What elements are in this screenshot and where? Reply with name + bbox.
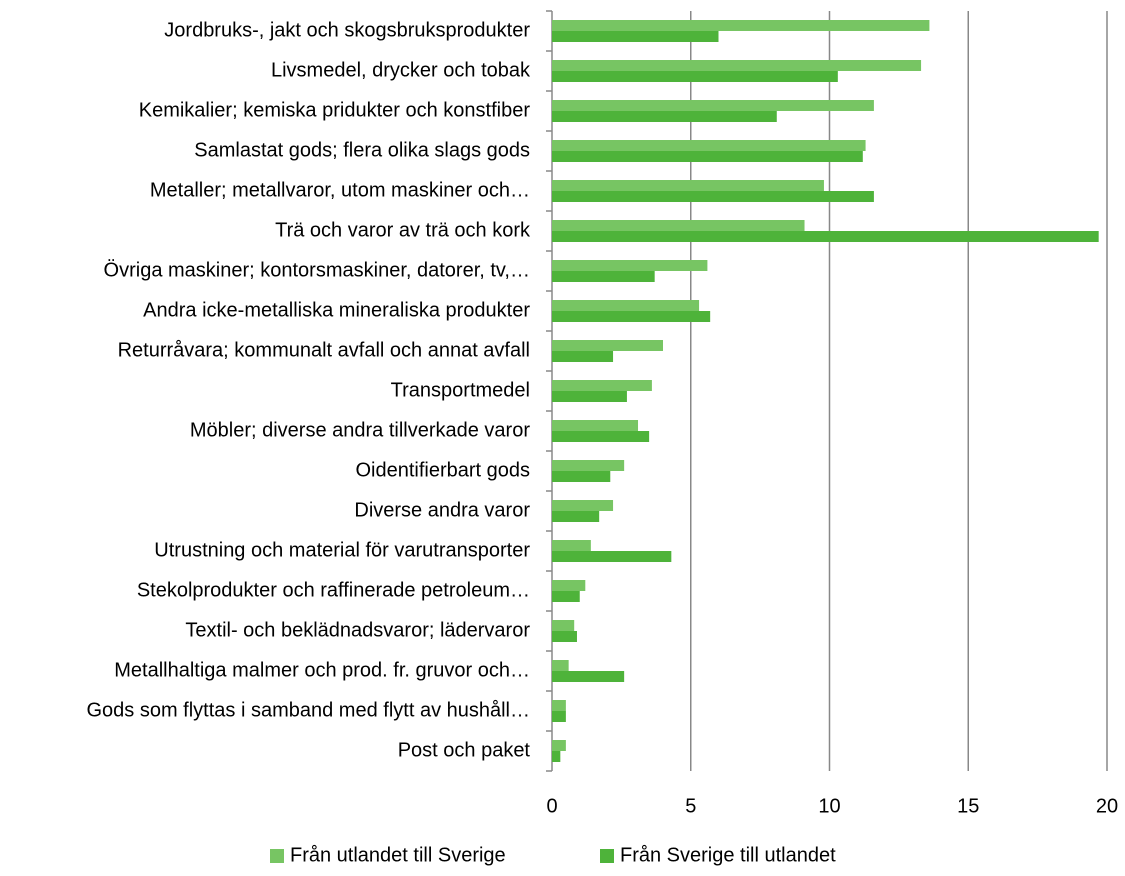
bar — [552, 111, 777, 122]
y-tick-label: Övriga maskiner; kontorsmaskiner, datore… — [104, 259, 530, 281]
y-tick-label: Textil- och beklädnadsvaror; lädervaror — [185, 619, 530, 641]
bar — [552, 311, 711, 322]
bar — [552, 580, 586, 591]
y-tick-label: Oidentifierbart gods — [355, 459, 530, 481]
bar — [552, 351, 614, 362]
y-tick-label: Transportmedel — [391, 379, 530, 401]
y-tick-label: Jordbruks-, jakt och skogsbruksprodukter — [164, 19, 530, 41]
y-tick-label: Stekolprodukter och raffinerade petroleu… — [137, 579, 530, 601]
y-tick-label: Returråvara; kommunalt avfall och annat … — [118, 339, 530, 361]
bar — [552, 191, 874, 202]
legend-label: Från Sverige till utlandet — [620, 844, 836, 866]
bar — [552, 420, 639, 431]
bar — [552, 271, 655, 282]
y-tick-label: Möbler; diverse andra tillverkade varor — [190, 419, 530, 441]
bar — [552, 511, 600, 522]
y-tick-label: Diverse andra varor — [354, 499, 530, 521]
bar — [552, 31, 719, 42]
bar — [552, 20, 930, 31]
y-tick-label: Andra icke-metalliska mineraliska produk… — [143, 299, 530, 321]
x-tick-label: 5 — [685, 795, 696, 817]
bar — [552, 340, 663, 351]
legend-swatch — [600, 849, 614, 863]
bar — [552, 460, 625, 471]
x-tick-label: 15 — [957, 795, 979, 817]
bar — [552, 631, 577, 642]
bar — [552, 620, 575, 631]
bar — [552, 380, 652, 391]
bar — [552, 660, 569, 671]
bar — [552, 711, 566, 722]
y-tick-label: Kemikalier; kemiska pridukter och konstf… — [139, 99, 531, 121]
bar — [552, 740, 566, 751]
bar — [552, 60, 922, 71]
bar — [552, 180, 824, 191]
bar — [552, 551, 672, 562]
bar — [552, 540, 591, 551]
bar — [552, 431, 650, 442]
y-tick-label: Livsmedel, drycker och tobak — [271, 59, 531, 81]
y-tick-label: Samlastat gods; flera olika slags gods — [194, 139, 530, 161]
bar — [552, 100, 874, 111]
bar — [552, 220, 805, 231]
x-tick-label: 0 — [546, 795, 557, 817]
y-tick-label: Gods som flyttas i samband med flytt av … — [86, 699, 530, 721]
x-tick-label: 20 — [1096, 795, 1118, 817]
y-tick-label: Post och paket — [398, 739, 531, 761]
bar — [552, 391, 627, 402]
y-tick-label: Utrustning och material för varutranspor… — [154, 539, 530, 561]
bar — [552, 700, 566, 711]
bar — [552, 151, 863, 162]
bar — [552, 671, 625, 682]
y-tick-label: Metaller; metallvaror, utom maskiner och… — [150, 179, 530, 201]
y-tick-label: Trä och varor av trä och kork — [275, 219, 531, 241]
bar — [552, 231, 1099, 242]
bar — [552, 71, 838, 82]
bar — [552, 500, 614, 511]
bar — [552, 751, 561, 762]
bar — [552, 471, 611, 482]
legend-swatch — [270, 849, 284, 863]
x-tick-label: 10 — [818, 795, 840, 817]
bar — [552, 140, 866, 151]
bar — [552, 260, 708, 271]
bar — [552, 300, 700, 311]
legend-label: Från utlandet till Sverige — [290, 844, 506, 866]
y-tick-label: Metallhaltiga malmer och prod. fr. gruvo… — [114, 659, 530, 681]
bar — [552, 591, 580, 602]
